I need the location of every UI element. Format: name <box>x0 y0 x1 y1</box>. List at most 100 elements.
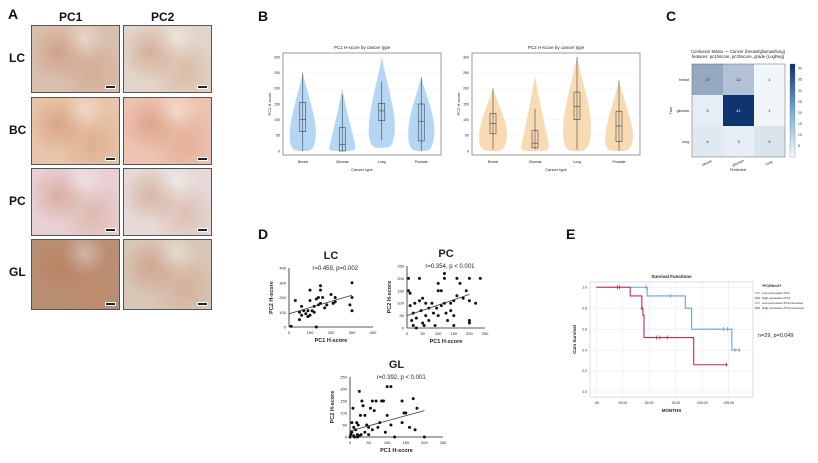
matrix-cell <box>754 64 785 95</box>
data-point <box>393 435 397 439</box>
data-point <box>446 319 450 323</box>
data-point <box>422 435 426 439</box>
y-tick-label: 50 <box>465 134 469 138</box>
data-point <box>352 425 356 429</box>
y-axis-label: PC2 H-score <box>269 281 275 314</box>
data-point <box>422 324 426 328</box>
matrix-cell <box>692 64 723 95</box>
x-tick-label: Prostate <box>612 160 625 164</box>
data-point <box>452 314 456 318</box>
survival-curve-high <box>596 286 727 366</box>
cell-value: 12 <box>736 77 741 82</box>
censor-mark <box>726 327 729 332</box>
x-tick-label: 0 <box>288 330 291 335</box>
y-tick-label: 0.6 <box>582 327 587 331</box>
y-tick-label: gliomas <box>677 109 690 113</box>
row-label-bc: BC <box>9 123 27 137</box>
x-tick-label: 50.00 <box>645 401 654 405</box>
data-point <box>461 296 465 300</box>
censor-mark <box>655 335 658 340</box>
ihc-image-bc-pc1 <box>31 97 120 165</box>
y-tick-label: 300 <box>274 55 280 59</box>
regression-line <box>349 410 425 432</box>
data-point <box>331 301 335 305</box>
data-point <box>442 271 446 275</box>
ihc-image-pc-pc1 <box>31 168 120 236</box>
data-point <box>452 324 456 328</box>
x-tick-label: 0 <box>349 440 352 445</box>
data-point <box>363 430 367 434</box>
data-point <box>444 311 448 315</box>
x-axis-label: Cancer type <box>545 167 567 172</box>
chart-title: Survival Functions <box>651 274 692 279</box>
colorbar-tick-label: 10 <box>798 133 802 137</box>
data-point <box>306 309 310 313</box>
y-tick-label: 100 <box>463 118 469 122</box>
data-point <box>408 425 412 429</box>
data-point <box>312 310 316 314</box>
y-axis-label: PC2 H-score <box>456 92 461 116</box>
colorbar-tick-label: 25 <box>798 100 802 104</box>
x-tick-label: Breast <box>298 160 308 164</box>
data-point <box>389 385 393 389</box>
x-axis-label: PC1 H-score <box>315 338 348 344</box>
data-point <box>308 313 312 317</box>
data-point <box>363 413 367 417</box>
data-point <box>358 413 362 417</box>
data-point <box>436 314 440 318</box>
censor-mark <box>658 335 662 340</box>
x-tick-label: 0 <box>406 331 409 336</box>
matrix-frame <box>691 63 786 158</box>
data-point <box>411 324 415 328</box>
data-point <box>407 276 411 280</box>
data-point <box>329 293 333 297</box>
y-tick-label: 300 <box>463 55 469 59</box>
x-tick-label: Breast <box>488 160 498 164</box>
data-point <box>442 276 446 280</box>
stats-annotation: n=29, p=0.049 <box>758 333 793 339</box>
data-point <box>374 399 378 403</box>
data-point <box>323 306 327 310</box>
data-point <box>439 304 443 308</box>
data-point <box>310 309 314 313</box>
survival-curve-low <box>596 286 740 351</box>
data-point <box>432 311 436 315</box>
data-point <box>357 434 361 438</box>
chart-title: Confusion Matrix — Cancer (breast/glioma… <box>691 49 786 54</box>
y-axis-label: Cum Survival <box>572 325 577 354</box>
x-axis-label: PC1 H-score <box>430 339 463 345</box>
data-point <box>400 421 404 425</box>
chart-title: PC <box>438 248 453 260</box>
ihc-image-pc-pc2 <box>123 168 212 236</box>
data-point <box>349 433 353 437</box>
y-axis-label: PC2 H-score <box>330 391 336 424</box>
y-tick-label: breast <box>679 78 689 82</box>
matrix-cell <box>692 95 723 126</box>
x-tick-label: lung <box>765 160 773 166</box>
data-point <box>455 276 459 280</box>
panel-label-a: A <box>8 6 19 22</box>
colorbar <box>789 63 796 158</box>
box-prostate <box>417 103 425 142</box>
data-point <box>435 306 439 310</box>
row-label-pc: PC <box>9 194 26 208</box>
data-point <box>400 399 404 403</box>
data-point <box>455 294 459 298</box>
data-point <box>350 430 354 434</box>
panel-label-c: C <box>666 8 677 24</box>
data-point <box>449 301 453 305</box>
cell-value: 3 <box>706 108 709 113</box>
box-gliomas <box>338 127 346 152</box>
data-point <box>408 304 412 308</box>
ihc-image-lc-pc2 <box>123 25 212 93</box>
data-point <box>417 299 421 303</box>
scale-bar <box>105 157 116 161</box>
data-point <box>368 406 372 410</box>
censor-mark <box>733 348 737 353</box>
data-point <box>293 298 297 302</box>
panel-label-d: D <box>258 226 269 242</box>
data-point <box>314 297 318 301</box>
column-label-pc2: PC2 <box>151 10 175 24</box>
legend-entry: Low expression PC2 <box>762 291 790 295</box>
data-point <box>467 299 471 303</box>
